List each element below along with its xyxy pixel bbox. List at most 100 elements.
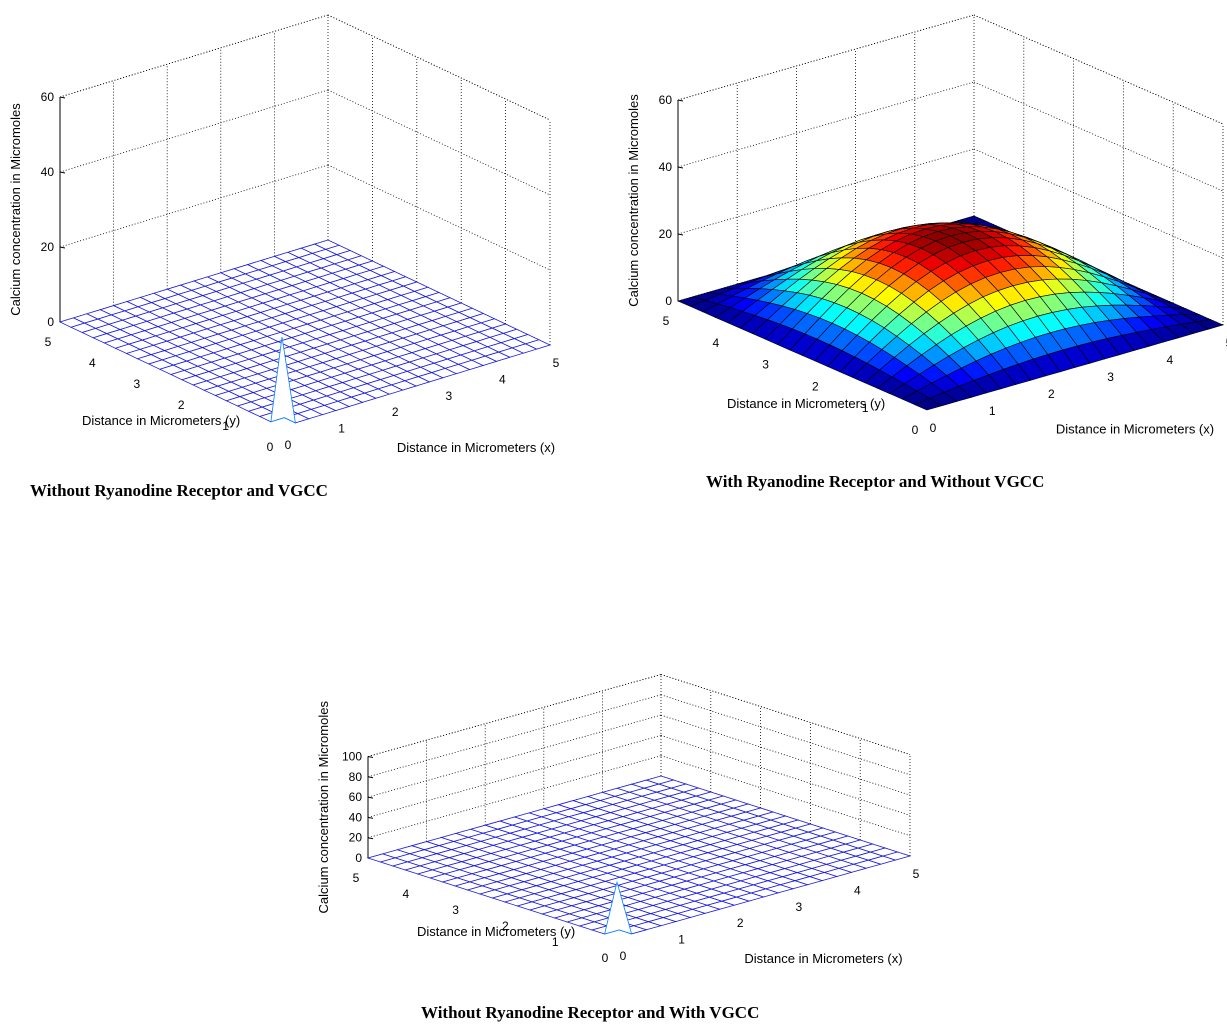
p2-z-tick-label: 60 (659, 93, 673, 107)
p2-grid-line (677, 14, 975, 101)
p2-y-axis-label: Distance in Micrometers (y) (727, 396, 885, 411)
p2-x-axis-label: Distance in Micrometers (x) (1056, 422, 1214, 437)
p2-x-tick-label: 1 (989, 404, 996, 418)
surface-plot-1: 0 1 2 3 4 5 0 1 2 3 4 5 0 20 40 60 Distance in Micromete… (0, 0, 560, 470)
plot-2-caption: With Ryanodine Receptor and Without VGCC (706, 472, 1045, 491)
p1-grid-line (59, 14, 329, 98)
p3-z-tick-mark (367, 776, 374, 779)
p1-y-tick-label: 4 (89, 356, 96, 370)
p2-z-tick-label: 40 (659, 160, 673, 174)
p2-grid-line (973, 14, 1224, 125)
surface-plot-3: 0 1 2 3 4 5 0 1 2 3 4 5 0 20 40 60 80 100 Distance in Micr… (300, 538, 920, 990)
p1-x-tick-label: 1 (338, 422, 345, 436)
p3-z-tick-mark (367, 756, 374, 758)
p2-z-tick-label: 0 (665, 294, 672, 308)
p1-z-axis-label: Calcium concentration in Micromoles (8, 103, 23, 316)
p3-x-tick-label: 4 (854, 883, 861, 897)
p1-x-tick-label: 5 (553, 356, 560, 370)
p1-x-axis-label: Distance in Micrometers (x) (397, 440, 555, 455)
p1-y-tick-label: 5 (45, 335, 52, 349)
p2-z-tick-mark (677, 233, 684, 236)
p3-y-tick-label: 4 (402, 887, 409, 901)
p3-z-tick-mark (367, 837, 374, 840)
p2-x-tick-label: 3 (1107, 370, 1114, 384)
p2-grid-line (973, 148, 1224, 259)
p2-z-tick-mark (677, 166, 684, 169)
p1-z-tick-mark (59, 246, 66, 249)
p3-grid-line (367, 714, 662, 798)
p2-y-tick-label: 5 (663, 314, 670, 328)
p2-z-tick-label: 20 (659, 227, 673, 241)
p1-grid-line (327, 164, 551, 271)
p2-z-tick-mark (677, 99, 684, 102)
p2-z-axis-label: Calcium concentration in Micromoles (626, 94, 641, 307)
p3-y-tick-label: 3 (452, 903, 459, 917)
p1-y-tick-label: 3 (133, 377, 140, 391)
p3-grid-line (367, 694, 662, 778)
p2-tick-labels: 0 1 2 3 4 5 0 1 2 3 4 5 0 20 40 60 (659, 93, 1227, 437)
p3-grid-line (367, 674, 662, 757)
p1-y-tick-label: 2 (178, 398, 185, 412)
p2-y-tick-label: 1 (862, 401, 869, 415)
p1-x-tick-label: 0 (285, 438, 292, 452)
p3-y-tick-label: 2 (502, 919, 509, 933)
p1-grid-line (59, 89, 329, 173)
p3-grid-line (660, 694, 911, 776)
p1-surface-patch (270, 336, 296, 424)
p3-z-tick-label: 0 (355, 851, 362, 865)
p3-x-tick-label: 5 (913, 867, 920, 881)
p2-y-tick-label: 3 (762, 358, 769, 372)
p3-z-tick-label: 100 (342, 750, 362, 764)
p1-x-tick-label: 4 (499, 372, 506, 386)
p2-y-tick-label: 0 (912, 423, 919, 437)
p1-z-tick-mark (59, 96, 66, 99)
p3-axes (367, 674, 911, 923)
p3-grid-line (660, 674, 911, 755)
p3-z-tick-label: 20 (349, 831, 363, 845)
p1-x-tick-label: 3 (445, 389, 452, 403)
p3-axis-labels: Distance in Micrometers (x) Distance in M… (316, 701, 903, 966)
p3-z-tick-mark (367, 816, 374, 819)
p3-z-axis-label: Calcium concentration in Micromoles (316, 701, 331, 914)
p1-tick-labels: 0 1 2 3 4 5 0 1 2 3 4 5 0 20 40 60 (41, 90, 560, 454)
p1-grid-line (59, 164, 329, 248)
p3-grid-line (660, 714, 911, 796)
p2-x-tick-label: 2 (1048, 387, 1055, 401)
p2-x-tick-label: 5 (1226, 336, 1227, 350)
p3-z-tick-mark (367, 796, 374, 799)
p3-x-tick-label: 0 (620, 949, 627, 963)
p1-z-tick-label: 60 (41, 90, 55, 104)
p1-z-tick-label: 20 (41, 240, 55, 254)
p3-x-tick-label: 1 (678, 933, 685, 947)
p2-surface-patch (913, 398, 943, 411)
p3-surface-patch (604, 880, 633, 935)
p1-z-tick-mark (59, 171, 66, 174)
p2-grid-line (677, 81, 975, 168)
p3-y-tick-label: 0 (602, 951, 609, 965)
p1-grid-line (327, 89, 551, 196)
plot-3-caption: Without Ryanodine Receptor and With VGCC (421, 1003, 760, 1022)
p2-grid-line (973, 81, 1224, 192)
p2-y-tick-label: 4 (712, 336, 719, 350)
p3-surface (366, 775, 912, 935)
p2-surface (677, 215, 1224, 411)
p3-y-tick-label: 5 (353, 871, 360, 885)
p2-y-tick-label: 2 (812, 379, 819, 393)
p1-grid-line (327, 14, 551, 121)
p2-grid-line (677, 148, 975, 235)
p3-z-tick-label: 80 (349, 770, 363, 784)
p3-tick-labels: 0 1 2 3 4 5 0 1 2 3 4 5 0 20 40 60 80 100 (342, 750, 920, 966)
p1-y-axis-label: Distance in Micrometers (y) (82, 413, 240, 428)
p2-axis-labels: Distance in Micrometers (x) Distance in M… (626, 94, 1214, 437)
p1-z-tick-label: 0 (47, 315, 54, 329)
p3-y-axis-label: Distance in Micrometers (y) (417, 924, 575, 939)
p1-axis-labels: Distance in Micrometers (x) Distance in M… (8, 103, 555, 455)
p3-z-tick-label: 60 (349, 790, 363, 804)
p1-z-tick-label: 40 (41, 165, 55, 179)
p1-surface (58, 239, 552, 424)
p3-y-tick-label: 1 (552, 935, 559, 949)
